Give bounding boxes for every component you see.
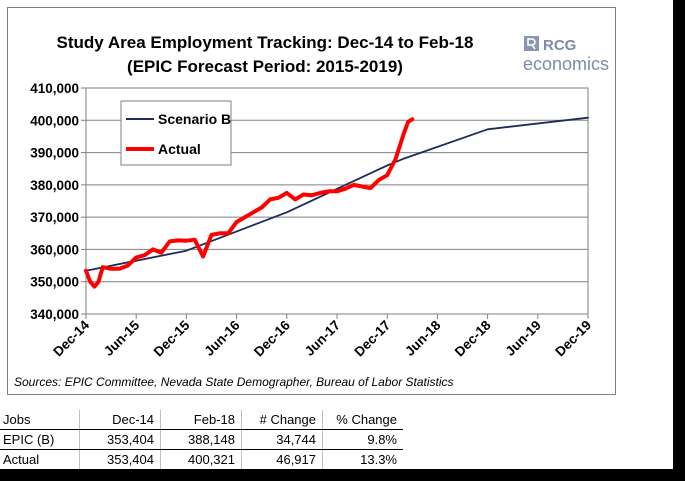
y-tick-label: 400,000 bbox=[30, 113, 79, 128]
legend-label-scenario-b: Scenario B bbox=[158, 111, 231, 127]
table-header-cell: # Change bbox=[241, 410, 323, 430]
x-tick-label: Dec-15 bbox=[151, 317, 193, 359]
legend: Scenario B Actual bbox=[120, 100, 232, 166]
summary-table: Jobs Dec-14 Feb-18 # Change % Change EPI… bbox=[0, 410, 403, 470]
y-tick-label: 390,000 bbox=[30, 146, 79, 161]
table-row: EPIC (B) 353,404 388,148 34,744 9.8% bbox=[0, 429, 403, 450]
x-tick-label: Jun-15 bbox=[101, 317, 143, 359]
x-tick-label: Dec-16 bbox=[251, 317, 293, 359]
plot-area: 340,000 350,000 360,000 370,000 380,000 390,0… bbox=[30, 81, 594, 359]
table-cell: 13.3% bbox=[322, 449, 403, 470]
legend-label-actual: Actual bbox=[158, 141, 201, 157]
rcg-logo: RCG economics bbox=[523, 36, 609, 74]
table-row: Actual 353,404 400,321 46,917 13.3% bbox=[0, 449, 403, 470]
series-line-actual bbox=[84, 117, 415, 289]
chart-container: Study Area Employment Tracking: Dec-14 t… bbox=[7, 7, 616, 395]
table-header-cell: Feb-18 bbox=[160, 410, 242, 430]
x-tick-label: Jun-16 bbox=[201, 317, 243, 359]
logo-brand: RCG bbox=[543, 37, 576, 54]
y-tick-label: 360,000 bbox=[30, 242, 79, 257]
x-tick-label: Dec-17 bbox=[351, 318, 393, 360]
table-header-cell: Jobs bbox=[0, 410, 80, 430]
y-tick-label: 410,000 bbox=[30, 81, 79, 96]
table-cell: 388,148 bbox=[160, 429, 242, 450]
logo-tagline: economics bbox=[523, 54, 609, 74]
legend-box bbox=[120, 100, 232, 166]
y-tick-label: 340,000 bbox=[30, 307, 79, 322]
chart-title: Study Area Employment Tracking: Dec-14 t… bbox=[57, 33, 474, 52]
table-header-cell: % Change bbox=[322, 410, 403, 430]
report-panel: Study Area Employment Tracking: Dec-14 t… bbox=[0, 0, 673, 470]
y-tick-label: 370,000 bbox=[30, 210, 79, 225]
table-header-cell: Dec-14 bbox=[79, 410, 161, 430]
table-header-row: Jobs Dec-14 Feb-18 # Change % Change bbox=[0, 410, 403, 430]
table-cell: 353,404 bbox=[79, 429, 161, 450]
table-cell: 46,917 bbox=[241, 449, 323, 470]
source-note: Sources: EPIC Committee, Nevada State De… bbox=[14, 375, 454, 389]
x-tick-label: Dec-18 bbox=[452, 317, 494, 359]
x-tick-label: Jun-19 bbox=[503, 318, 544, 359]
table-row-label: Actual bbox=[0, 449, 80, 470]
table-row-label: EPIC (B) bbox=[0, 429, 80, 450]
x-tick-label: Jun-17 bbox=[302, 318, 343, 359]
x-tick-label: Jun-18 bbox=[402, 317, 444, 359]
chart-subtitle: (EPIC Forecast Period: 2015-2019) bbox=[127, 57, 403, 76]
employment-chart: Study Area Employment Tracking: Dec-14 t… bbox=[14, 33, 609, 389]
y-tick-label: 380,000 bbox=[30, 178, 79, 193]
x-tick-label: Dec-14 bbox=[50, 317, 92, 359]
table-cell: 400,321 bbox=[160, 449, 242, 470]
table-cell: 353,404 bbox=[79, 449, 161, 470]
y-tick-label: 350,000 bbox=[30, 275, 79, 290]
table-cell: 9.8% bbox=[322, 429, 403, 450]
table-cell: 34,744 bbox=[241, 429, 323, 450]
series-line-scenario-b bbox=[85, 116, 589, 272]
x-tick-label: Dec-19 bbox=[552, 318, 594, 360]
